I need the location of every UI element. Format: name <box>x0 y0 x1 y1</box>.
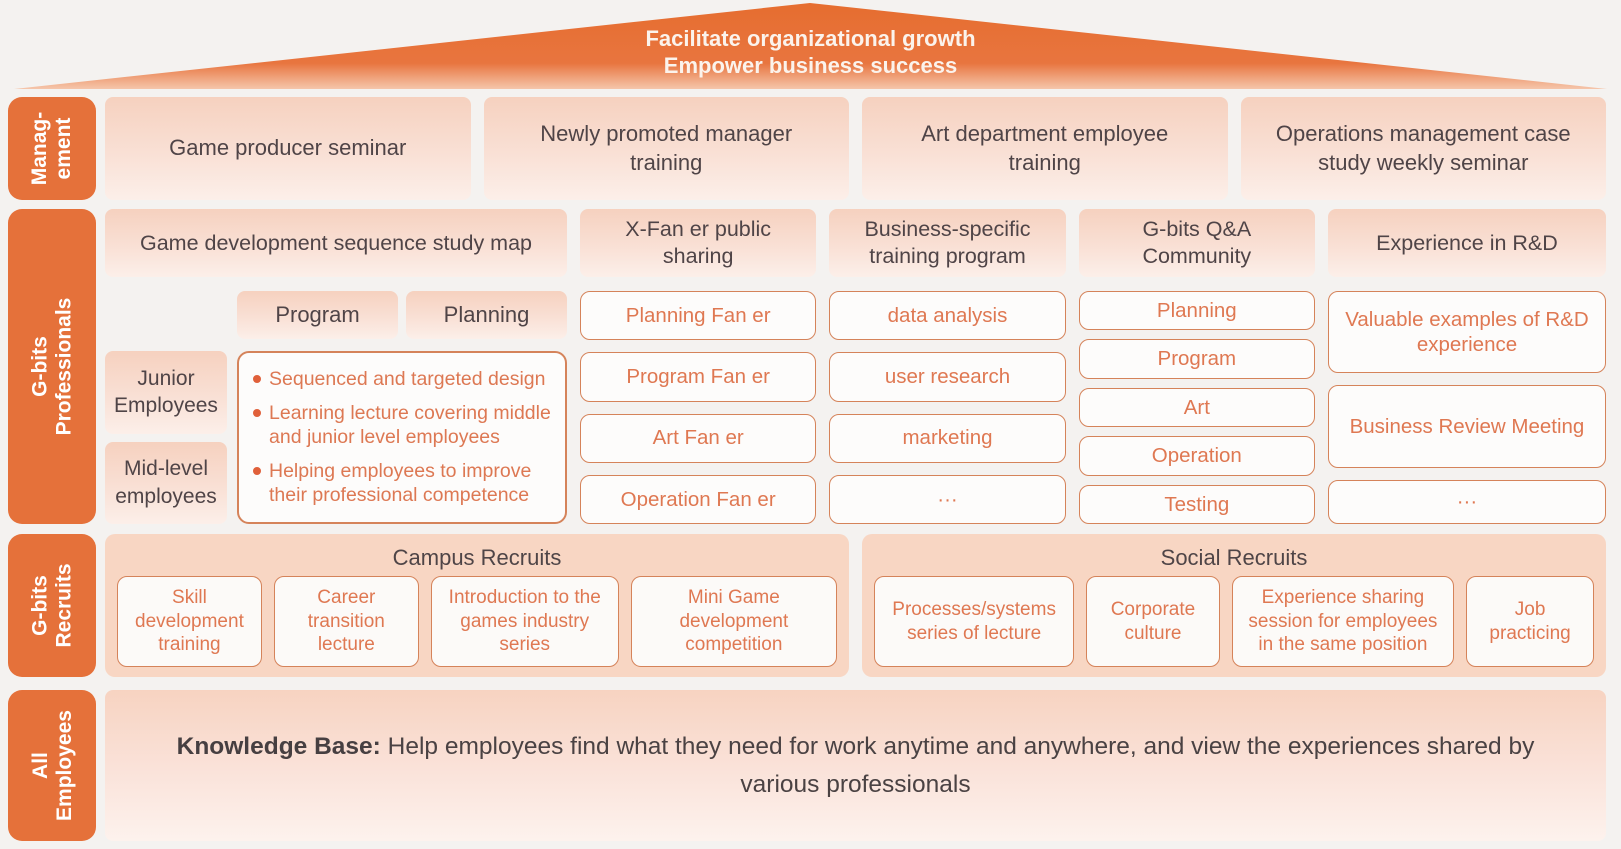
row-label-professionals: G-bits Professionals <box>8 209 96 524</box>
management-item: Newly promoted manager training <box>483 97 849 200</box>
row-label-management-text: Manag- ement <box>28 111 75 186</box>
row-label-all-employees-text: All Employees <box>28 710 76 821</box>
group-title: Social Recruits <box>1160 545 1308 570</box>
column-item: Art <box>1078 387 1315 428</box>
diagram-rows: Manag- ement Game producer seminar Newly… <box>8 97 1606 841</box>
roof-slogan-line1: Facilitate organizational growth <box>645 26 976 51</box>
group-item: Corporate culture <box>1086 576 1220 667</box>
recruits-content: Campus Recruits Skill development traini… <box>105 534 1606 677</box>
study-map-title: Game development sequence study map <box>105 209 567 277</box>
group-title: Campus Recruits <box>392 545 562 570</box>
bullet-text: Sequenced and targeted design <box>269 368 546 391</box>
group-item: Experience sharing session for employees… <box>1231 576 1455 667</box>
column-header: G-bits Q&A Community <box>1078 209 1315 277</box>
management-item: Game producer seminar <box>105 97 471 200</box>
roof-banner: Facilitate organizational growth Empower… <box>0 0 1621 92</box>
group-item: Introduction to the games industry serie… <box>430 576 619 667</box>
column-items: Planning Program Art Operation Testing <box>1078 291 1315 525</box>
column-item: Operation Fan er <box>580 474 817 524</box>
column-header: Experience in R&D <box>1327 209 1606 277</box>
column-items: Valuable examples of R&D experience Busi… <box>1327 291 1606 525</box>
row-label-all-employees: All Employees <box>8 690 96 841</box>
management-item: Operations management case study weekly … <box>1240 97 1606 200</box>
row-management: Manag- ement Game producer seminar Newly… <box>8 97 1606 200</box>
bullet-dot-icon <box>253 375 261 384</box>
group-item: Career transition lecture <box>273 576 419 667</box>
column-item: Valuable examples of R&D experience <box>1327 291 1606 374</box>
professionals-content: Game development sequence study map Prog… <box>105 209 1606 525</box>
row-all-employees: All Employees Knowledge Base: Help emplo… <box>8 690 1606 841</box>
level-junior-employees: Junior Employees <box>105 351 227 434</box>
bullet-item: Helping employees to improve their profe… <box>253 459 551 508</box>
column-header: X-Fan er public sharing <box>580 209 817 277</box>
group-item: Processes/systems series of lecture <box>874 576 1075 667</box>
column-qa-community: G-bits Q&A Community Planning Program Ar… <box>1078 209 1315 525</box>
row-label-recruits: G-bits Recruits <box>8 534 96 677</box>
bullet-text: Helping employees to improve their profe… <box>269 459 532 507</box>
column-item: Program Fan er <box>580 352 817 402</box>
tab-program: Program <box>237 291 398 339</box>
column-item: Testing <box>1078 484 1315 525</box>
group-item: Mini Game development competition <box>630 576 837 667</box>
column-item: Planning Fan er <box>580 291 817 341</box>
bullet-dot-icon <box>253 408 261 417</box>
column-item: Planning <box>1078 291 1315 331</box>
management-items: Game producer seminar Newly promoted man… <box>105 97 1606 200</box>
column-business-specific-training: Business-specific training program data … <box>829 209 1066 524</box>
row-label-management: Manag- ement <box>8 97 96 200</box>
tab-planning: Planning <box>406 291 567 339</box>
column-items: data analysis user research marketing ··… <box>829 291 1066 524</box>
roof-slogan-line2: Empower business success <box>663 52 958 78</box>
employee-levels: Junior Employees Mid-level employees <box>105 351 227 524</box>
knowledge-base-label: Knowledge Base: <box>176 732 381 760</box>
column-item: Art Fan er <box>580 413 817 463</box>
column-xfaner-public-sharing: X-Fan er public sharing Planning Fan er … <box>580 209 817 524</box>
all-employees-content: Knowledge Base: Help employees find what… <box>105 690 1606 841</box>
group-campus-recruits: Campus Recruits Skill development traini… <box>105 534 849 677</box>
study-map-tabs: Program Planning <box>237 291 567 339</box>
roof-triangle <box>14 3 1607 89</box>
column-item: Business Review Meeting <box>1327 385 1606 468</box>
column-experience-rnd: Experience in R&D Valuable examples of R… <box>1327 209 1606 525</box>
group-items: Processes/systems series of lecture Corp… <box>874 576 1594 667</box>
bullet-text: Learning lecture covering middle and jun… <box>269 401 551 449</box>
bullet-dot-icon <box>253 466 261 475</box>
column-item: Operation <box>1078 436 1315 476</box>
column-items: Planning Fan er Program Fan er Art Fan e… <box>580 291 817 524</box>
knowledge-base-text: Knowledge Base: Help employees find what… <box>175 728 1536 804</box>
column-item: data analysis <box>829 291 1066 341</box>
group-item: Job practicing <box>1466 576 1594 667</box>
management-item: Art department employee training <box>862 97 1228 200</box>
row-recruits: G-bits Recruits Campus Recruits Skill de… <box>8 534 1606 677</box>
column-item: marketing <box>829 413 1066 463</box>
bullet-item: Learning lecture covering middle and jun… <box>253 401 551 450</box>
column-header: Business-specific training program <box>829 209 1066 277</box>
bullet-item: Sequenced and targeted design <box>253 367 551 392</box>
column-item: ··· <box>1327 479 1606 525</box>
row-label-professionals-text: G-bits Professionals <box>28 297 75 436</box>
level-mid-level-employees: Mid-level employees <box>105 441 227 524</box>
column-item: ··· <box>829 474 1066 524</box>
study-map-body: Junior Employees Mid-level employees Seq… <box>105 351 567 524</box>
group-items: Skill development training Career transi… <box>117 576 837 667</box>
column-item: user research <box>829 352 1066 402</box>
study-map-bullets: Sequenced and targeted design Learning l… <box>237 351 567 524</box>
roof-slogan: Facilitate organizational growth Empower… <box>0 26 1621 80</box>
group-social-recruits: Social Recruits Processes/systems series… <box>862 534 1606 677</box>
column-item: Program <box>1078 339 1315 379</box>
group-item: Skill development training <box>117 576 262 667</box>
knowledge-base-box: Knowledge Base: Help employees find what… <box>105 690 1606 841</box>
knowledge-base-description: Help employees find what they need for w… <box>380 732 1535 798</box>
row-label-recruits-text: G-bits Recruits <box>28 563 75 648</box>
study-map-group: Game development sequence study map Prog… <box>105 209 567 524</box>
row-professionals: G-bits Professionals Game development se… <box>8 209 1606 525</box>
